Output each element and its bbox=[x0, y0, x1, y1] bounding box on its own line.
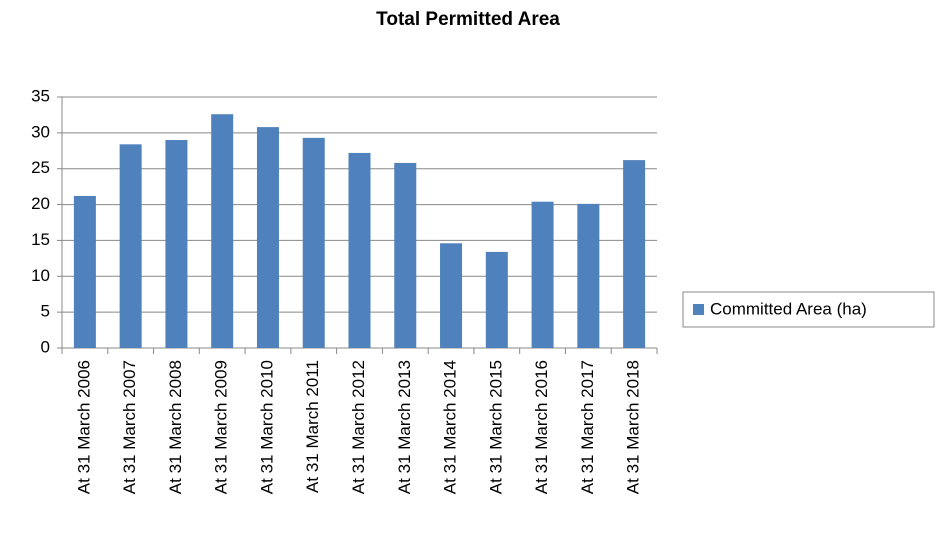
bar bbox=[531, 201, 554, 348]
x-tick-label: At 31 March 2014 bbox=[441, 360, 460, 494]
bar bbox=[485, 251, 508, 348]
x-tick-label: At 31 March 2017 bbox=[578, 360, 597, 494]
y-tick-label: 5 bbox=[41, 302, 50, 321]
x-tick-label: At 31 March 2016 bbox=[532, 360, 551, 494]
x-tick-label: At 31 March 2011 bbox=[303, 360, 322, 493]
y-tick-label: 25 bbox=[31, 158, 50, 177]
bar bbox=[577, 203, 600, 348]
legend-label: Committed Area (ha) bbox=[710, 299, 867, 318]
bar bbox=[348, 152, 371, 348]
legend-swatch bbox=[693, 304, 704, 315]
x-tick-label: At 31 March 2013 bbox=[395, 360, 414, 494]
x-tick-label: At 31 March 2009 bbox=[212, 360, 231, 494]
x-tick-label: At 31 March 2010 bbox=[257, 360, 276, 494]
x-tick-label: At 31 March 2018 bbox=[624, 360, 643, 494]
legend-box bbox=[682, 291, 935, 328]
y-tick-label: 0 bbox=[41, 337, 50, 356]
bar bbox=[256, 127, 279, 349]
x-tick-label: At 31 March 2012 bbox=[349, 360, 368, 494]
y-tick-label: 20 bbox=[31, 194, 50, 213]
y-tick-label: 35 bbox=[31, 86, 50, 105]
bar bbox=[302, 137, 325, 348]
y-tick-label: 15 bbox=[31, 230, 50, 249]
chart-title: Total Permitted Area bbox=[376, 9, 560, 30]
bar bbox=[394, 162, 417, 348]
x-tick-label: At 31 March 2006 bbox=[74, 360, 93, 494]
bar bbox=[165, 140, 188, 348]
bar bbox=[73, 195, 96, 348]
bar bbox=[211, 114, 234, 348]
y-tick-label: 30 bbox=[31, 122, 50, 141]
bar bbox=[623, 160, 646, 348]
x-tick-label: At 31 March 2015 bbox=[486, 360, 505, 494]
y-tick-label: 10 bbox=[31, 266, 50, 285]
bar bbox=[440, 243, 463, 348]
bar bbox=[119, 144, 142, 348]
x-tick-label: At 31 March 2008 bbox=[166, 360, 185, 494]
x-tick-label: At 31 March 2007 bbox=[120, 360, 139, 494]
